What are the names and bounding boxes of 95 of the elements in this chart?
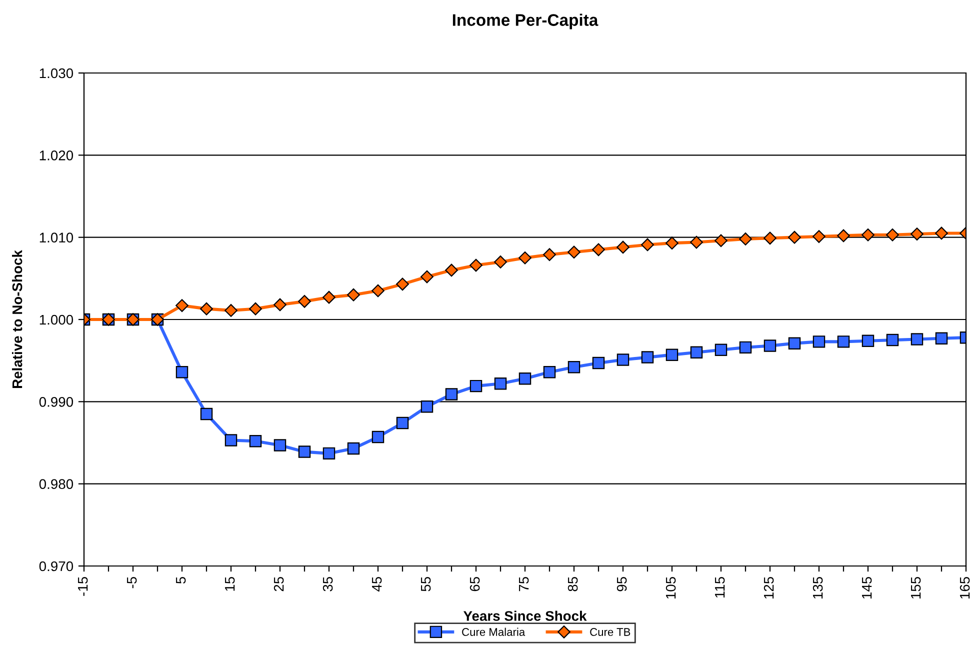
chart-title: Income Per-Capita	[452, 14, 598, 30]
x-tick-label: 15	[225, 576, 235, 591]
point	[568, 246, 580, 259]
point	[837, 336, 850, 348]
y-tick-label: 0.970	[39, 561, 74, 572]
x-tick-label: 5	[176, 577, 186, 584]
point	[812, 230, 826, 243]
x-tick-label: 135	[812, 576, 823, 599]
x-tick-label: 65	[470, 576, 480, 592]
point	[420, 270, 434, 284]
point	[372, 284, 384, 298]
point	[862, 334, 874, 347]
y-tick-label: 1.000	[40, 314, 74, 325]
point	[616, 354, 630, 366]
point	[910, 228, 924, 240]
point	[249, 302, 262, 316]
x-tick-label: 155	[911, 576, 921, 599]
point	[910, 333, 924, 346]
point	[616, 240, 630, 254]
point	[518, 251, 532, 264]
x-tick-label: 115	[715, 576, 725, 598]
x-tick-label: 85	[568, 576, 578, 592]
point	[666, 348, 678, 361]
x-tick-label: 35	[322, 576, 333, 592]
point	[274, 439, 286, 452]
point	[494, 256, 507, 268]
point	[224, 304, 238, 317]
point	[396, 416, 409, 430]
y-tick-label: 1.030	[40, 68, 74, 78]
x-tick-label: 25	[274, 576, 284, 592]
point	[764, 232, 776, 245]
point	[420, 400, 434, 413]
point	[249, 434, 262, 448]
point	[592, 243, 605, 256]
point	[764, 340, 776, 352]
point	[886, 334, 899, 346]
point	[396, 278, 409, 291]
x-tick-label: 75	[519, 576, 529, 592]
point	[224, 434, 238, 446]
point	[470, 258, 482, 272]
x-axis-title: Years Since Shock	[463, 610, 587, 621]
point	[592, 356, 605, 370]
x-tick-label: 125	[764, 576, 774, 599]
point	[812, 336, 826, 348]
x-tick-label: 145	[862, 576, 872, 599]
legend-label: Cure TB	[590, 628, 630, 636]
point	[298, 294, 311, 308]
point	[886, 228, 899, 242]
point	[176, 366, 188, 378]
y-tick-label: 1.010	[40, 232, 74, 243]
point	[641, 238, 654, 252]
point	[690, 346, 703, 358]
point	[714, 344, 728, 356]
point	[470, 380, 482, 392]
point	[200, 408, 213, 420]
point	[837, 229, 850, 242]
point	[714, 234, 728, 248]
point	[372, 430, 384, 444]
point	[445, 388, 458, 400]
point	[739, 232, 752, 246]
point	[690, 236, 703, 249]
point	[862, 228, 874, 242]
y-axis-title: Relative to No-Shock	[12, 250, 22, 388]
point	[494, 377, 507, 390]
point	[200, 302, 213, 316]
point	[641, 351, 654, 364]
point	[788, 337, 801, 350]
x-tick-label: -5	[127, 577, 137, 588]
x-tick-label: 55	[421, 576, 431, 592]
x-tick-label: 45	[372, 576, 382, 592]
point	[543, 366, 556, 378]
y-tick-label: 1.020	[40, 150, 74, 160]
y-tick-label: 0.980	[39, 479, 74, 490]
y-tick-label: 0.990	[39, 397, 74, 407]
point	[935, 332, 948, 345]
point	[347, 442, 360, 455]
point	[274, 298, 286, 312]
x-tick-label: 165	[960, 576, 970, 599]
point	[347, 288, 360, 302]
point	[176, 299, 188, 312]
x-tick-label: 95	[616, 576, 627, 592]
point	[666, 236, 678, 250]
point	[568, 361, 580, 374]
point	[298, 446, 311, 458]
point	[739, 341, 752, 354]
x-tick-label: 105	[666, 576, 676, 599]
legend-label: Cure Malaria	[462, 628, 526, 636]
point	[445, 264, 458, 277]
point	[322, 290, 336, 304]
x-tick-label: -15	[78, 576, 88, 596]
point	[788, 230, 801, 244]
point	[518, 372, 532, 385]
point	[543, 248, 556, 262]
point	[935, 226, 948, 240]
point	[322, 447, 336, 460]
